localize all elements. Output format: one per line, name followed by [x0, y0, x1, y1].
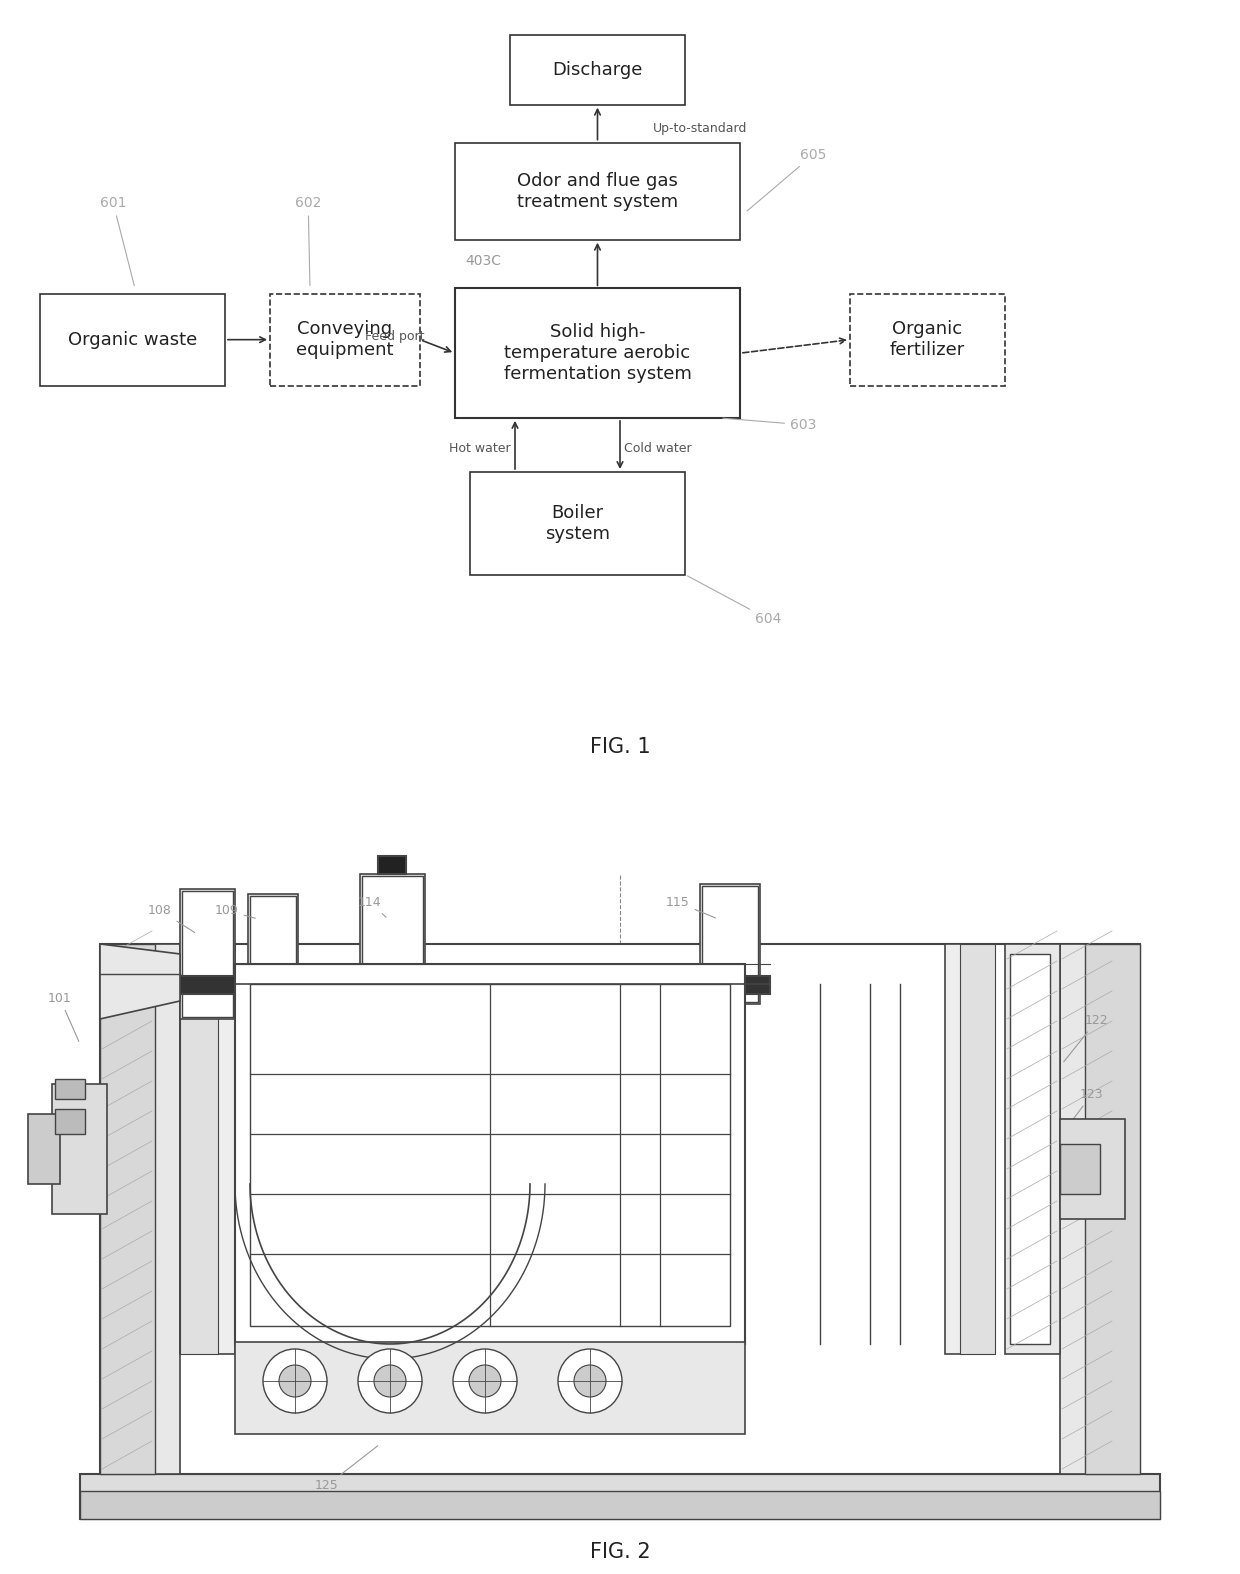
- Bar: [1004, 944, 1060, 1354]
- Text: 109: 109: [215, 903, 255, 918]
- Text: Cold water: Cold water: [624, 442, 692, 455]
- Bar: [180, 944, 236, 1354]
- Bar: [55, 1110, 86, 1133]
- Text: Discharge: Discharge: [552, 61, 642, 79]
- Circle shape: [558, 1349, 622, 1413]
- Text: 602: 602: [295, 197, 321, 285]
- Bar: [960, 944, 994, 1354]
- Text: 122: 122: [1064, 1014, 1109, 1062]
- Bar: [52, 1084, 107, 1214]
- Bar: [180, 944, 218, 1354]
- Bar: [100, 944, 155, 1473]
- Text: 123: 123: [1064, 1088, 1104, 1132]
- Bar: [849, 294, 1004, 386]
- Circle shape: [279, 1365, 311, 1398]
- Bar: [945, 944, 994, 1354]
- Text: Solid high-
temperature aerobic
fermentation system: Solid high- temperature aerobic fermenta…: [503, 323, 692, 382]
- Text: Hot water: Hot water: [449, 442, 511, 455]
- Bar: [182, 891, 233, 1017]
- Circle shape: [453, 1349, 517, 1413]
- Bar: [250, 984, 730, 1325]
- Text: Feed port: Feed port: [366, 331, 425, 343]
- Text: 601: 601: [100, 197, 134, 285]
- Bar: [455, 143, 740, 239]
- Circle shape: [263, 1349, 327, 1413]
- Bar: [180, 889, 236, 1018]
- Bar: [250, 896, 296, 1012]
- Bar: [236, 963, 745, 1344]
- Bar: [510, 35, 684, 105]
- Text: FIG. 1: FIG. 1: [590, 737, 650, 757]
- Bar: [1060, 1119, 1125, 1218]
- Bar: [455, 288, 740, 419]
- Text: 108: 108: [148, 903, 195, 932]
- Bar: [1060, 944, 1140, 1473]
- Text: 603: 603: [723, 417, 816, 431]
- Circle shape: [574, 1365, 606, 1398]
- Text: Conveying
equipment: Conveying equipment: [296, 320, 394, 359]
- Bar: [55, 1078, 86, 1099]
- Bar: [236, 1343, 745, 1434]
- Text: Odor and flue gas
treatment system: Odor and flue gas treatment system: [517, 172, 678, 211]
- Circle shape: [469, 1365, 501, 1398]
- Bar: [360, 874, 425, 1004]
- Bar: [1011, 954, 1050, 1344]
- Circle shape: [358, 1349, 422, 1413]
- Text: 604: 604: [687, 576, 781, 626]
- Bar: [270, 294, 420, 386]
- Bar: [1085, 944, 1140, 1473]
- Bar: [29, 1114, 60, 1184]
- Polygon shape: [100, 944, 180, 1018]
- Bar: [81, 1473, 1159, 1519]
- Bar: [378, 856, 405, 874]
- Bar: [248, 894, 298, 1014]
- Bar: [702, 886, 758, 1003]
- Text: 403C: 403C: [465, 255, 501, 268]
- Text: Boiler
system: Boiler system: [546, 504, 610, 543]
- Bar: [81, 1491, 1159, 1519]
- Bar: [470, 472, 684, 575]
- Bar: [180, 976, 770, 993]
- Text: Organic waste: Organic waste: [68, 331, 197, 349]
- Bar: [100, 944, 1140, 1473]
- Bar: [701, 885, 760, 1004]
- Text: 114: 114: [358, 896, 386, 918]
- Bar: [362, 877, 423, 1003]
- Text: 125: 125: [315, 1445, 378, 1492]
- Text: FIG. 2: FIG. 2: [590, 1543, 650, 1561]
- Circle shape: [374, 1365, 405, 1398]
- Text: Organic
fertilizer: Organic fertilizer: [890, 320, 965, 359]
- Bar: [100, 944, 180, 1473]
- Text: 115: 115: [666, 896, 715, 918]
- Text: 605: 605: [748, 148, 826, 211]
- Bar: [40, 294, 224, 386]
- Bar: [1060, 1144, 1100, 1195]
- Text: Up-to-standard: Up-to-standard: [652, 123, 746, 135]
- Text: 101: 101: [48, 992, 79, 1042]
